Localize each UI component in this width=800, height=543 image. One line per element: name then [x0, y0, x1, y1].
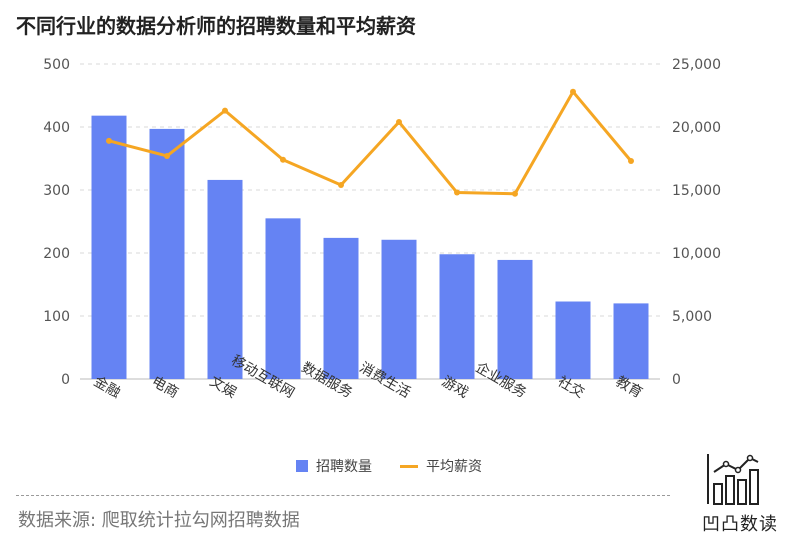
combo-chart: 0 100 200 300 400 500 0 5,000 10,000 15,000 20,000… [43, 57, 721, 401]
y-right-tick-label: 15,000 [672, 183, 721, 199]
bar-line-chart-icon [707, 454, 759, 505]
line-point [570, 88, 576, 95]
legend-bar-label: 招聘数量 [316, 459, 372, 475]
bar [555, 301, 591, 379]
y-left-tick-label: 0 [61, 372, 70, 388]
line-point [280, 156, 286, 163]
line-point [454, 189, 460, 196]
logo-text: 凹凸数读 [702, 514, 778, 535]
bar [265, 218, 301, 379]
brand-logo: 凹凸数读 [700, 450, 780, 536]
bar [207, 179, 243, 379]
footer-divider [16, 495, 670, 496]
salary-line [108, 90, 633, 196]
y-left-tick-label: 100 [43, 309, 70, 325]
bar [439, 254, 475, 379]
line-point [338, 181, 344, 188]
legend-item-line: 平均薪资 [400, 456, 482, 476]
line-point [222, 107, 228, 114]
y-right-tick-label: 0 [672, 372, 681, 388]
bar [613, 303, 649, 379]
line-point [164, 152, 170, 159]
y-right-tick-label: 10,000 [672, 246, 721, 262]
y-right-tick-label: 25,000 [672, 57, 721, 73]
y-left-tick-label: 200 [43, 246, 70, 262]
chart-title: 不同行业的数据分析师的招聘数量和平均薪资 [16, 14, 416, 38]
line-point [106, 137, 112, 144]
y-left-tick-label: 400 [43, 120, 70, 136]
line-point [512, 190, 518, 197]
legend: 招聘数量 平均薪资 [296, 456, 482, 476]
line-point [628, 158, 634, 165]
legend-bar-swatch [296, 460, 308, 472]
y-left-tick-label: 300 [43, 183, 70, 199]
data-source: 数据来源: 爬取统计拉勾网招聘数据 [18, 510, 300, 531]
y-right-tick-label: 20,000 [672, 120, 721, 136]
legend-line-label: 平均薪资 [426, 459, 482, 475]
bar [323, 237, 359, 379]
line-point [396, 118, 402, 125]
legend-item-bar: 招聘数量 [296, 456, 372, 476]
y-right-tick-label: 5,000 [672, 309, 712, 325]
bar [497, 259, 533, 379]
bar [91, 115, 127, 379]
bar [381, 239, 417, 379]
y-left-tick-label: 500 [43, 57, 70, 73]
legend-line-swatch [400, 464, 418, 468]
bar [149, 128, 185, 379]
